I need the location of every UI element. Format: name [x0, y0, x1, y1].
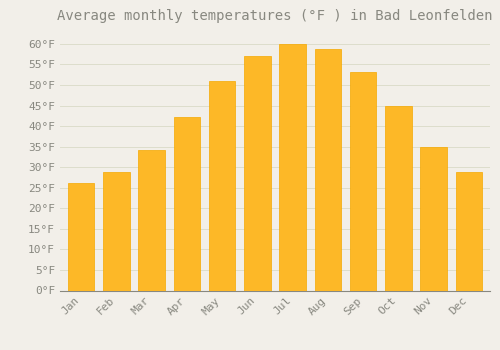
Bar: [420, 147, 447, 290]
Bar: [138, 150, 165, 290]
Bar: [174, 117, 200, 290]
Title: Average monthly temperatures (°F ) in Bad Leonfelden: Average monthly temperatures (°F ) in Ba…: [57, 9, 493, 23]
Bar: [68, 183, 94, 290]
Bar: [280, 44, 306, 290]
Bar: [209, 81, 236, 290]
Bar: [385, 105, 411, 290]
Bar: [456, 172, 482, 290]
Bar: [244, 56, 270, 290]
Bar: [314, 49, 341, 290]
Bar: [350, 72, 376, 290]
Bar: [103, 172, 130, 290]
